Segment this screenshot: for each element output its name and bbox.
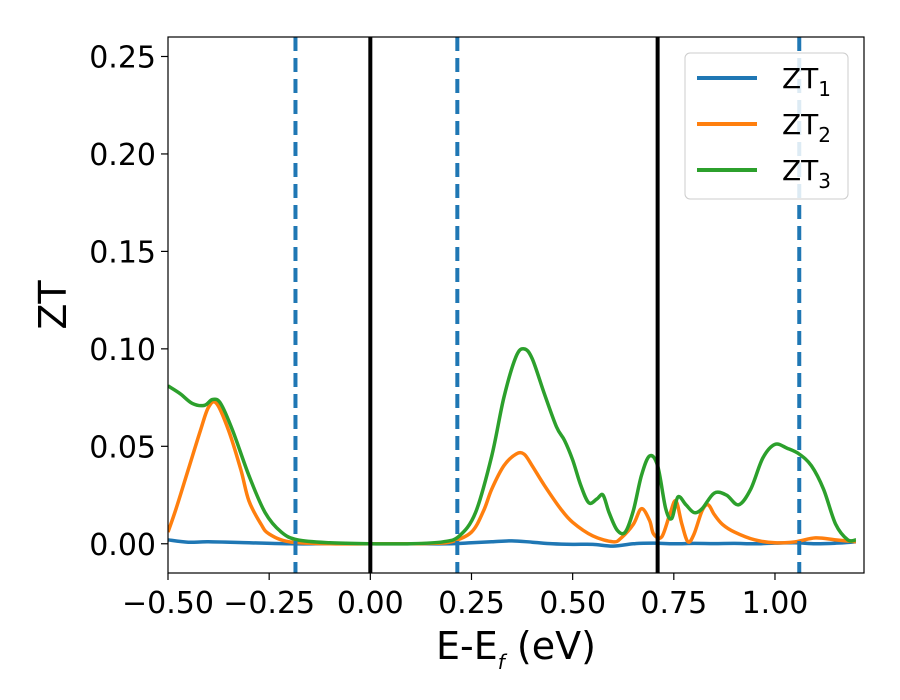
series-line-zt2 bbox=[168, 400, 857, 546]
legend-label-zt3: ZT3 bbox=[782, 154, 831, 193]
x-tick-label: 0.75 bbox=[640, 586, 707, 621]
x-axis-label-main: E-E bbox=[436, 624, 498, 668]
x-tick-label: 0.25 bbox=[438, 586, 505, 621]
x-tick-label: 1.00 bbox=[742, 586, 809, 621]
y-tick-label: 0.05 bbox=[89, 430, 156, 465]
y-tick-label: 0.10 bbox=[89, 333, 156, 368]
y-tick-label: 0.00 bbox=[89, 528, 156, 563]
y-tick-label: 0.25 bbox=[89, 40, 156, 75]
x-tick-label: 0.00 bbox=[337, 586, 404, 621]
x-tick-label: −0.25 bbox=[223, 586, 315, 621]
y-tick-label: 0.15 bbox=[89, 235, 156, 270]
x-tick-label: −0.50 bbox=[122, 586, 214, 621]
legend-label-zt1: ZT1 bbox=[782, 62, 831, 101]
y-axis-label: ZT bbox=[31, 280, 75, 330]
axes-frame bbox=[167, 36, 865, 574]
legend-label-zt2: ZT2 bbox=[782, 108, 831, 147]
x-axis-label-subscript: f bbox=[498, 650, 508, 674]
series-line-zt3 bbox=[168, 347, 857, 546]
legend: ZT1 ZT2 ZT3 bbox=[684, 52, 849, 200]
x-tick-label: 0.50 bbox=[539, 586, 606, 621]
legend-box bbox=[684, 52, 849, 200]
y-axis: 0.00 0.05 0.10 0.15 0.20 0.25 bbox=[89, 40, 168, 563]
y-tick-label: 0.20 bbox=[89, 138, 156, 173]
x-axis-label: E-Ef (eV) bbox=[436, 624, 596, 674]
x-axis: −0.50 −0.25 0.00 0.25 0.50 0.75 1.00 bbox=[122, 573, 808, 621]
x-axis-label-unit: (eV) bbox=[505, 624, 596, 668]
